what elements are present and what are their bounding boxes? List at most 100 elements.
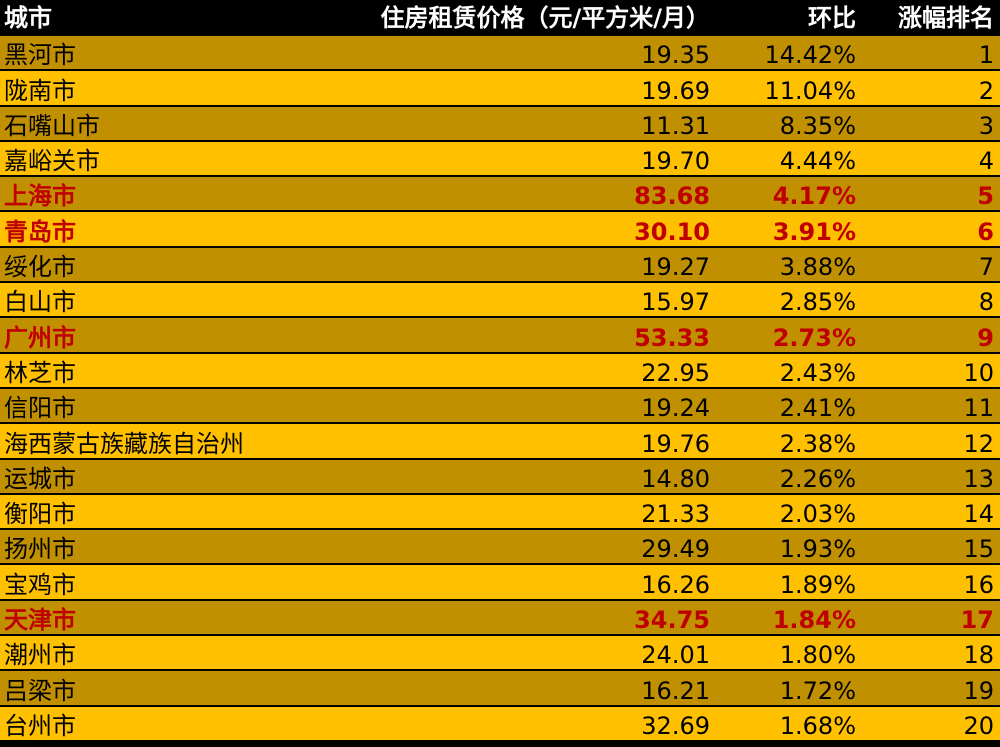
row-price: 19.69: [641, 76, 710, 105]
row-city: 运城市: [4, 464, 76, 493]
table-row: 宝鸡市 16.26 1.89% 16: [0, 565, 1000, 601]
row-mom: 3.91%: [772, 217, 856, 246]
row-city: 林芝市: [4, 358, 76, 387]
row-price: 19.35: [641, 41, 710, 70]
row-rank: 7: [978, 253, 994, 282]
row-rank: 13: [963, 464, 994, 493]
table-body: 黑河市 19.35 14.42% 1 陇南市 19.69 11.04% 2 石嘴山市 11.31 8…: [0, 36, 1000, 742]
row-city: 宝鸡市: [4, 570, 76, 599]
row-mom: 11.04%: [764, 76, 856, 105]
table-row: 广州市 53.33 2.73% 9: [0, 318, 1000, 354]
row-city: 嘉峪关市: [4, 147, 100, 176]
header-city: 城市: [4, 4, 52, 32]
row-rank: 15: [963, 535, 994, 564]
table-row: 上海市 83.68 4.17% 5: [0, 177, 1000, 213]
row-rank: 11: [963, 394, 994, 423]
table-row: 嘉峪关市 19.70 4.44% 4: [0, 141, 1000, 178]
row-rank: 19: [963, 676, 994, 705]
row-rank: 12: [963, 429, 994, 458]
row-rank: 9: [977, 323, 994, 352]
row-price: 21.33: [641, 500, 710, 529]
row-city: 衡阳市: [4, 500, 76, 529]
row-rank: 20: [963, 711, 994, 740]
row-mom: 14.42%: [764, 41, 856, 70]
row-mom: 3.88%: [779, 253, 856, 282]
row-city: 上海市: [4, 182, 76, 211]
row-mom: 1.68%: [779, 711, 856, 740]
row-price: 19.76: [641, 429, 710, 458]
row-city: 黑河市: [4, 41, 76, 70]
row-price: 19.27: [641, 253, 710, 282]
row-mom: 2.41%: [779, 394, 856, 423]
row-price: 32.69: [641, 711, 710, 740]
header-rank: 涨幅排名: [898, 4, 994, 32]
table-row: 吕梁市 16.21 1.72% 19: [0, 671, 1000, 707]
row-price: 11.31: [641, 111, 710, 140]
table-row: 海西蒙古族藏族自治州 19.76 2.38% 12: [0, 424, 1000, 460]
table-row: 陇南市 19.69 11.04% 2: [0, 71, 1000, 107]
row-city: 白山市: [4, 288, 76, 317]
table-row: 黑河市 19.35 14.42% 1: [0, 36, 1000, 72]
row-price: 19.70: [641, 147, 710, 176]
row-city: 天津市: [4, 606, 76, 635]
row-mom: 1.80%: [779, 641, 856, 670]
row-rank: 2: [978, 76, 994, 105]
row-city: 海西蒙古族藏族自治州: [4, 429, 244, 458]
row-mom: 2.38%: [779, 429, 856, 458]
row-mom: 2.43%: [779, 358, 856, 387]
table-row: 台州市 32.69 1.68% 20: [0, 706, 1000, 742]
row-city: 吕梁市: [4, 676, 76, 705]
row-city: 台州市: [4, 711, 76, 740]
row-price: 16.26: [641, 570, 710, 599]
row-city: 潮州市: [4, 641, 76, 670]
table-row: 潮州市 24.01 1.80% 18: [0, 636, 1000, 672]
table-row: 青岛市 30.10 3.91% 6: [0, 212, 1000, 248]
row-rank: 17: [960, 606, 994, 635]
row-price: 24.01: [641, 641, 710, 670]
row-rank: 10: [963, 358, 994, 387]
row-city: 陇南市: [4, 76, 76, 105]
row-rank: 3: [978, 111, 994, 140]
row-price: 83.68: [634, 182, 710, 211]
row-rank: 16: [963, 570, 994, 599]
row-price: 53.33: [634, 323, 710, 352]
row-rank: 14: [963, 500, 994, 529]
row-mom: 2.85%: [779, 288, 856, 317]
row-mom: 4.44%: [779, 147, 856, 176]
table-header: 城市 住房租赁价格（元/平方米/月） 环比 涨幅排名: [0, 0, 1000, 36]
table-row: 信阳市 19.24 2.41% 11: [0, 388, 1000, 425]
table-row: 林芝市 22.95 2.43% 10: [0, 353, 1000, 389]
row-mom: 1.89%: [779, 570, 856, 599]
row-rank: 4: [978, 147, 994, 176]
table-row: 扬州市 29.49 1.93% 15: [0, 530, 1000, 566]
row-mom: 1.72%: [779, 676, 856, 705]
table-row: 衡阳市 21.33 2.03% 14: [0, 494, 1000, 531]
table-row: 白山市 15.97 2.85% 8: [0, 283, 1000, 319]
row-city: 石嘴山市: [4, 111, 100, 140]
table-row: 绥化市 19.27 3.88% 7: [0, 247, 1000, 284]
row-rank: 6: [977, 217, 994, 246]
row-city: 广州市: [4, 323, 76, 352]
row-mom: 2.73%: [772, 323, 856, 352]
row-city: 扬州市: [4, 535, 76, 564]
row-rank: 8: [978, 288, 994, 317]
table-row: 运城市 14.80 2.26% 13: [0, 459, 1000, 495]
row-price: 14.80: [641, 464, 710, 493]
row-mom: 1.93%: [779, 535, 856, 564]
table-row: 天津市 34.75 1.84% 17: [0, 600, 1000, 637]
row-price: 22.95: [641, 358, 710, 387]
row-rank: 5: [977, 182, 994, 211]
header-price: 住房租赁价格（元/平方米/月）: [380, 4, 710, 32]
row-mom: 2.03%: [779, 500, 856, 529]
row-city: 绥化市: [4, 253, 76, 282]
row-rank: 1: [978, 41, 994, 70]
row-rank: 18: [963, 641, 994, 670]
row-price: 34.75: [634, 606, 710, 635]
row-mom: 8.35%: [779, 111, 856, 140]
row-city: 信阳市: [4, 394, 76, 423]
row-price: 30.10: [634, 217, 710, 246]
row-price: 15.97: [641, 288, 710, 317]
row-mom: 2.26%: [779, 464, 856, 493]
row-price: 29.49: [641, 535, 710, 564]
